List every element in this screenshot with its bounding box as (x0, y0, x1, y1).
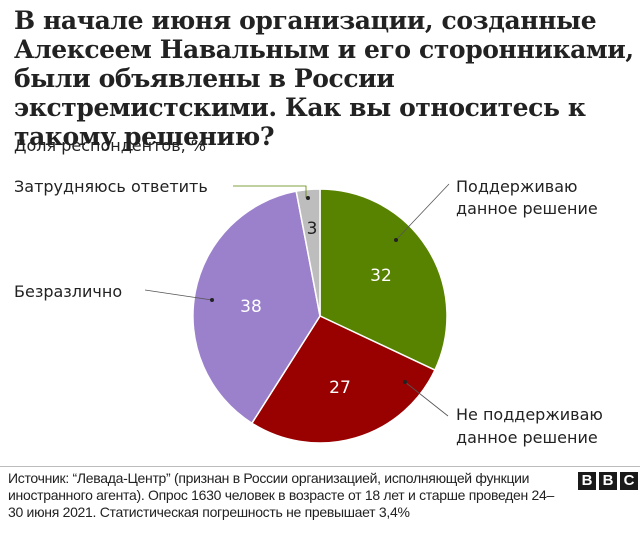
label-support-line1: Поддерживаю (456, 177, 577, 196)
callout-dont-know (233, 185, 310, 200)
callout-indifferent (144, 289, 214, 302)
label-oppose-line1: Не поддерживаю (456, 405, 603, 424)
pie-slice-indifferent (192, 190, 321, 425)
label-indifferent: Безразлично (14, 282, 122, 301)
source-note: Источник: “Левада-Центр” (признан в Росс… (8, 470, 554, 520)
label-dont-know: Затрудняюсь ответить (14, 177, 208, 196)
bbc-logo-letter: B (578, 472, 596, 490)
pie-slice-oppose (250, 315, 436, 444)
chart-subtitle: Доля респондентов, % (14, 136, 207, 155)
bbc-logo: B B C (578, 472, 638, 490)
footer-divider (0, 466, 640, 467)
value-support: 32 (370, 266, 392, 286)
callout-support (394, 183, 450, 242)
bbc-logo-letter: B (599, 472, 617, 490)
label-support-line2: данное решение (456, 199, 598, 218)
value-indifferent: 38 (240, 297, 262, 317)
bbc-logo-letter: C (620, 472, 638, 490)
label-oppose-line2: данное решение (456, 428, 598, 447)
pie-chart: 32 27 38 3 Поддерживаю данное решение Не… (14, 177, 603, 447)
pie-slice-dont-know (295, 188, 321, 317)
callout-oppose (403, 380, 449, 417)
value-oppose: 27 (329, 378, 351, 398)
pie-slice-support (319, 188, 448, 372)
chart-title: В начале июня организации, созданные Але… (14, 6, 634, 151)
value-dont-know: 3 (307, 219, 318, 239)
